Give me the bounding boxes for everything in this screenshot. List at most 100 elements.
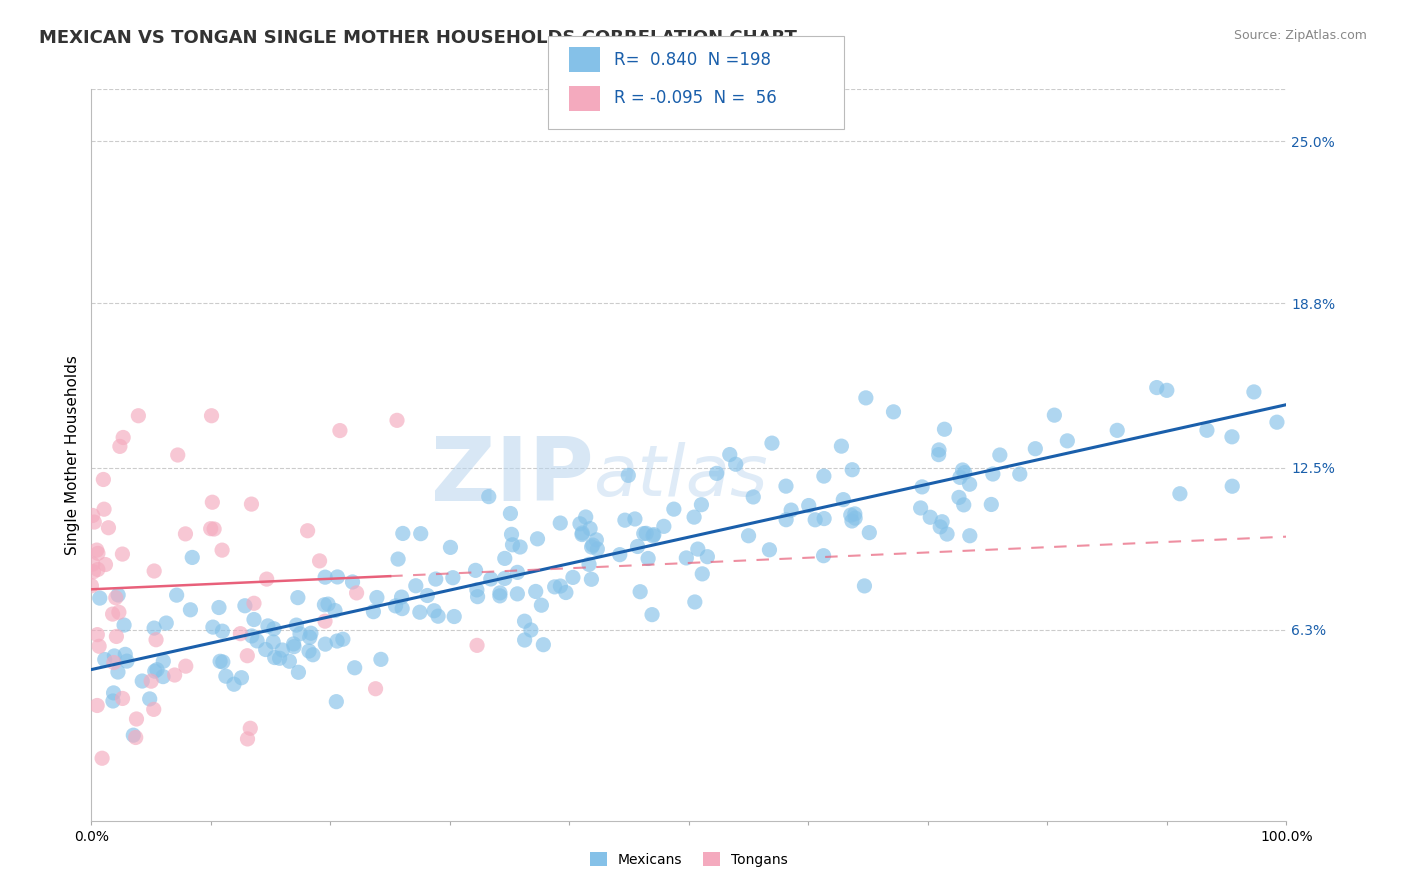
Point <box>742 490 765 504</box>
Point <box>89 591 111 606</box>
Point <box>346 586 368 600</box>
Point <box>613 513 636 527</box>
Point <box>513 614 536 628</box>
Point <box>239 721 262 735</box>
Point <box>652 519 675 533</box>
Point <box>143 621 166 635</box>
Point <box>579 522 602 536</box>
Point <box>675 550 697 565</box>
Point <box>501 527 523 541</box>
Point <box>813 511 835 525</box>
Point <box>263 622 285 636</box>
Point <box>832 492 855 507</box>
Point <box>202 522 225 536</box>
Point <box>858 525 880 540</box>
Point <box>363 605 385 619</box>
Point <box>257 619 280 633</box>
Point <box>690 498 713 512</box>
Point <box>89 640 111 654</box>
Point <box>211 655 233 669</box>
Point <box>105 629 128 643</box>
Point <box>87 546 110 560</box>
Point <box>928 442 950 457</box>
Point <box>936 527 959 541</box>
Point <box>86 698 108 713</box>
Point <box>366 591 388 605</box>
Point <box>628 584 651 599</box>
Point <box>952 463 974 477</box>
Point <box>326 634 349 648</box>
Point <box>101 607 124 621</box>
Point <box>775 513 797 527</box>
Point <box>141 674 163 689</box>
Point <box>299 626 322 640</box>
Point <box>617 468 640 483</box>
Point <box>127 409 149 423</box>
Point <box>405 579 427 593</box>
Point <box>222 677 245 691</box>
Point <box>585 533 607 547</box>
Legend: Mexicans, Tongans: Mexicans, Tongans <box>585 847 793 872</box>
Point <box>988 448 1011 462</box>
Point <box>636 526 658 541</box>
Point <box>200 409 222 423</box>
Point <box>384 599 406 613</box>
Point <box>93 473 115 487</box>
Point <box>1156 384 1178 398</box>
Point <box>509 540 531 554</box>
Point <box>271 643 294 657</box>
Point <box>143 564 166 578</box>
Point <box>1265 415 1288 429</box>
Point <box>548 516 571 530</box>
Point <box>643 527 665 541</box>
Point <box>578 558 600 572</box>
Point <box>181 550 204 565</box>
Point <box>138 692 160 706</box>
Point <box>111 547 134 561</box>
Point <box>278 654 301 668</box>
Point <box>107 588 129 602</box>
Point <box>561 570 583 584</box>
Point <box>1220 430 1243 444</box>
Point <box>439 541 461 555</box>
Point <box>959 529 981 543</box>
Point <box>391 590 413 604</box>
Point <box>283 637 305 651</box>
Point <box>737 529 759 543</box>
Point <box>804 513 827 527</box>
Point <box>882 405 904 419</box>
Point <box>1056 434 1078 448</box>
Point <box>316 597 339 611</box>
Point <box>200 522 222 536</box>
Point <box>94 652 117 666</box>
Point <box>467 590 489 604</box>
Point <box>934 422 956 436</box>
Point <box>465 639 488 653</box>
Point <box>494 571 516 585</box>
Point <box>104 591 127 605</box>
Point <box>343 661 366 675</box>
Point <box>288 626 311 640</box>
Point <box>215 669 238 683</box>
Point <box>568 516 591 531</box>
Point <box>236 731 259 746</box>
Point <box>298 644 321 658</box>
Point <box>131 673 153 688</box>
Point <box>633 526 655 541</box>
Point <box>683 510 706 524</box>
Text: ZIP: ZIP <box>430 434 593 520</box>
Point <box>152 654 174 668</box>
Point <box>780 503 803 517</box>
Point <box>80 579 103 593</box>
Point <box>82 508 104 523</box>
Point <box>269 651 291 665</box>
Point <box>82 565 104 579</box>
Point <box>97 521 120 535</box>
Point <box>391 526 413 541</box>
Point <box>93 502 115 516</box>
Point <box>201 495 224 509</box>
Point <box>690 566 713 581</box>
Point <box>686 542 709 557</box>
Point <box>155 615 177 630</box>
Point <box>844 511 866 525</box>
